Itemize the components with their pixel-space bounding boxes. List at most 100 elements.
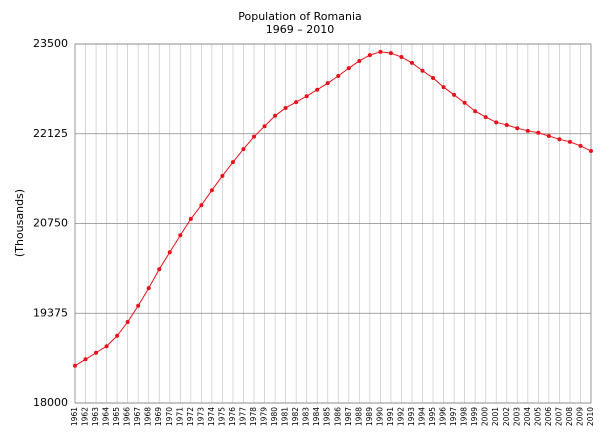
point <box>230 160 235 165</box>
x-tick-label: 2009 <box>575 407 584 426</box>
x-tick-label: 1966 <box>123 407 132 426</box>
x-tick-label: 1991 <box>386 407 395 426</box>
x-tick-label: 1998 <box>460 407 469 426</box>
x-tick-label: 1992 <box>396 407 405 426</box>
x-tick-label: 1989 <box>365 407 374 426</box>
point <box>483 115 488 120</box>
point <box>94 350 99 355</box>
x-tick-label: 1988 <box>354 407 363 426</box>
x-tick-label: 2006 <box>544 407 553 426</box>
point <box>515 126 520 131</box>
point <box>441 85 446 90</box>
x-tick-label: 1970 <box>165 407 174 426</box>
point <box>388 51 393 56</box>
chart-subtitle: 1969 – 2010 <box>266 23 334 36</box>
point <box>283 105 288 110</box>
point <box>136 303 141 308</box>
point <box>409 60 414 65</box>
x-tick-label: 2002 <box>502 407 511 426</box>
x-tick-label: 1965 <box>112 407 121 426</box>
point <box>199 203 204 208</box>
point <box>83 357 88 362</box>
x-tick-label: 1964 <box>102 407 111 426</box>
point <box>578 143 583 148</box>
x-tick-label: 1973 <box>196 407 205 426</box>
x-tick-label: 1962 <box>81 407 90 426</box>
point <box>378 49 383 54</box>
point <box>73 363 77 368</box>
point <box>504 122 509 127</box>
point <box>399 55 404 60</box>
x-tick-label: 1981 <box>281 407 290 426</box>
point <box>325 81 330 86</box>
point <box>357 58 362 63</box>
x-tick-label: 2005 <box>533 407 542 426</box>
y-tick-label: 22125 <box>33 127 68 140</box>
x-tick-label: 1990 <box>375 407 384 426</box>
x-tick-label: 2000 <box>481 407 490 426</box>
point <box>452 92 457 97</box>
point <box>546 134 551 139</box>
x-tick-label: 2008 <box>565 407 574 426</box>
y-tick-label: 19375 <box>33 306 68 319</box>
x-tick-label: 2004 <box>523 407 532 426</box>
x-tick-label: 1982 <box>291 407 300 426</box>
point <box>536 130 541 135</box>
point <box>494 120 499 125</box>
x-tick-label: 1972 <box>186 407 195 426</box>
point <box>304 94 309 99</box>
point <box>252 134 257 139</box>
point <box>157 267 162 272</box>
point <box>273 113 278 118</box>
x-tick-label: 1969 <box>154 407 163 426</box>
point <box>473 109 478 114</box>
x-tick-label: 2001 <box>491 407 500 426</box>
x-tick-label: 1995 <box>428 407 437 426</box>
chart-title: Population of Romania <box>238 10 362 23</box>
x-tick-label: 1986 <box>333 407 342 426</box>
point <box>367 53 372 58</box>
point <box>462 100 467 105</box>
x-tick-label: 1996 <box>439 407 448 426</box>
point <box>346 66 351 71</box>
x-tick-label: 1971 <box>175 407 184 426</box>
point <box>167 250 172 255</box>
x-tick-label: 1980 <box>270 407 279 426</box>
y-axis-label: (Thousands) <box>13 189 26 257</box>
x-tick-label: 2007 <box>554 407 563 426</box>
point <box>178 233 183 238</box>
x-tick-label: 1975 <box>217 407 226 426</box>
point <box>209 188 214 193</box>
x-tick-label: 1997 <box>449 407 458 426</box>
plot-frame <box>74 43 592 404</box>
x-tick-label: 1974 <box>207 407 216 426</box>
x-tick-label: 1999 <box>470 407 479 426</box>
x-tick-label: 1977 <box>238 407 247 426</box>
x-tick-label: 1994 <box>418 407 427 426</box>
x-tick-label: 2010 <box>586 407 595 426</box>
point <box>104 344 109 349</box>
x-tick-label: 1993 <box>407 407 416 426</box>
point <box>188 216 193 221</box>
x-tick-label: 1961 <box>70 407 79 426</box>
x-tick-label: 1968 <box>144 407 153 426</box>
point <box>241 147 246 152</box>
x-tick-label: 1963 <box>91 407 100 426</box>
point <box>262 124 267 129</box>
point <box>315 87 320 92</box>
x-tick-label: 1983 <box>302 407 311 426</box>
line <box>74 51 592 367</box>
y-tick-label: 23500 <box>33 37 68 50</box>
x-tick-label: 1967 <box>133 407 142 426</box>
x-tick-label: 1985 <box>323 407 332 426</box>
point <box>115 333 120 338</box>
x-tick-label: 2003 <box>512 407 521 426</box>
point <box>567 139 572 144</box>
point <box>336 73 341 78</box>
point <box>525 128 530 133</box>
point <box>431 75 436 80</box>
point <box>220 173 225 178</box>
x-tick-label: 1987 <box>344 407 353 426</box>
x-tick-label: 1976 <box>228 407 237 426</box>
